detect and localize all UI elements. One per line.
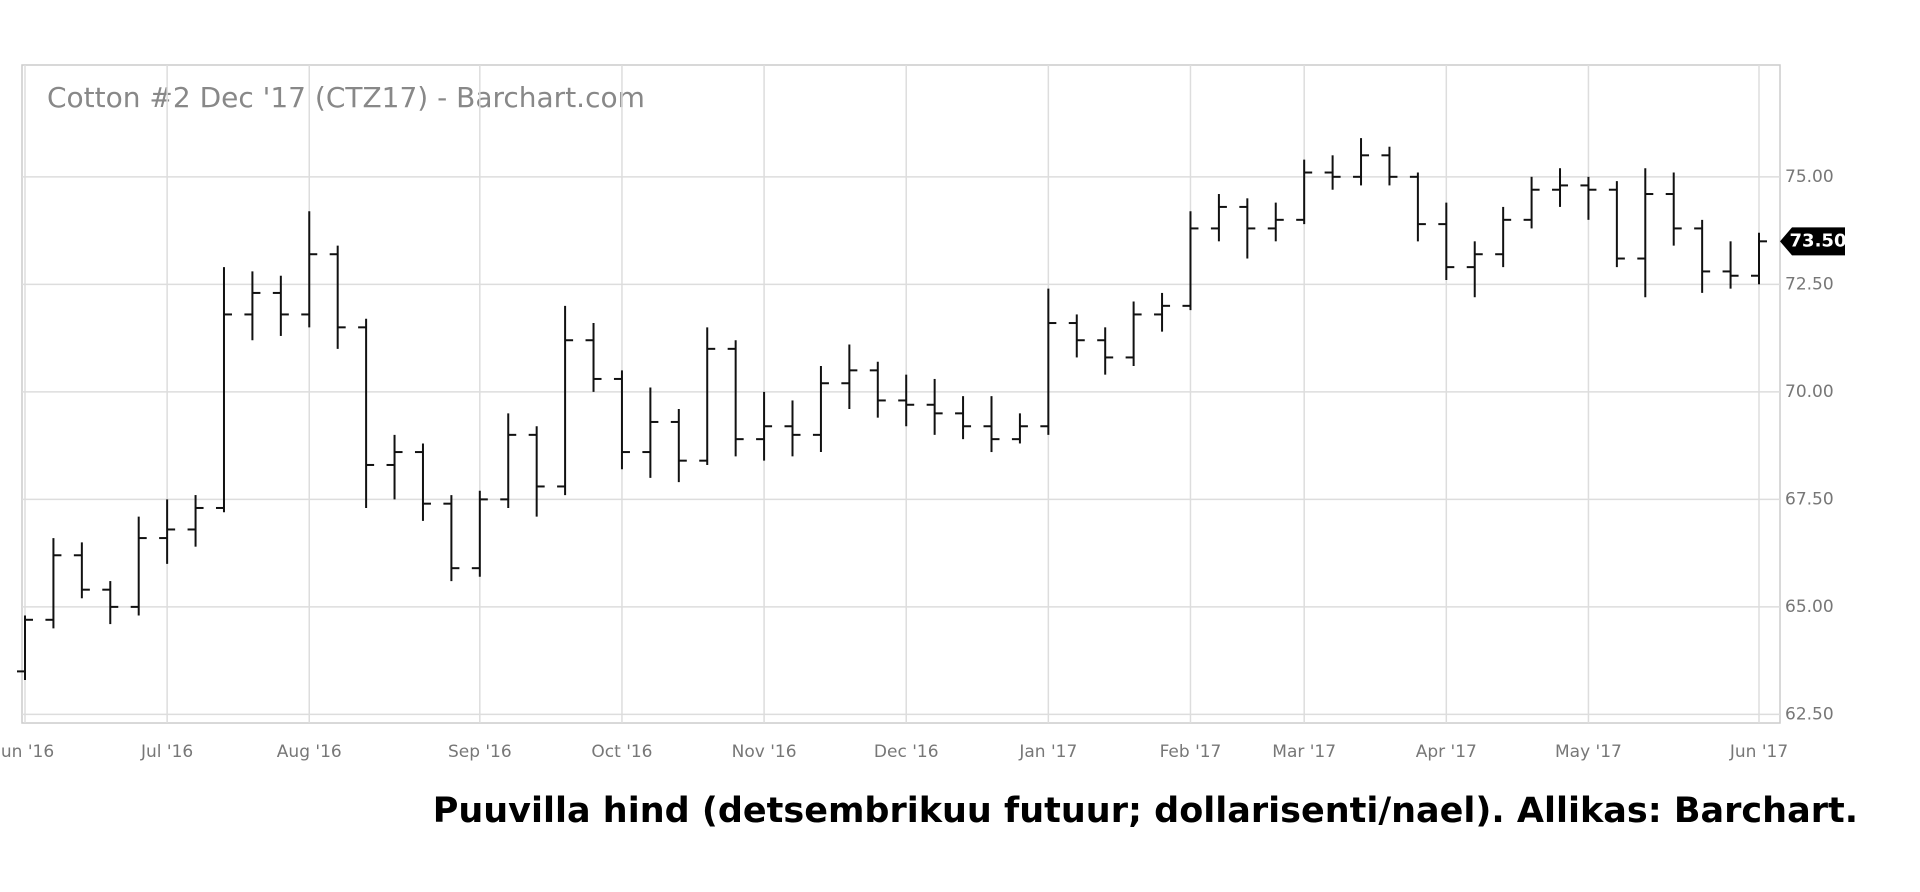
x-tick-label: Apr '17 [1416,742,1477,762]
chart-title: Cotton #2 Dec '17 (CTZ17) - Barchart.com [47,81,645,114]
x-tick-label: Oct '16 [591,742,652,762]
y-tick-label: 62.50 [1785,704,1834,724]
last-price-label: 73.50 [1790,230,1847,251]
x-tick-label: Jul '16 [140,742,193,762]
y-tick-label: 67.50 [1785,489,1834,509]
x-tick-label: Jun '17 [1729,742,1788,762]
x-tick-label: Dec '16 [874,742,939,762]
y-tick-label: 72.50 [1785,274,1834,294]
x-tick-label: Jun '16 [0,742,54,762]
x-tick-label: Sep '16 [448,742,512,762]
plot-frame [21,64,1781,724]
last-price-box [1780,227,1845,256]
y-tick-label: 65.00 [1785,597,1834,617]
x-tick-label: Jan '17 [1018,742,1077,762]
x-tick-label: Aug '16 [277,742,342,762]
caption: Puuvilla hind (detsembrikuu futuur; doll… [433,791,1858,831]
x-tick-label: Feb '17 [1160,742,1222,762]
y-tick-label: 75.00 [1785,167,1834,187]
x-tick-label: May '17 [1555,742,1622,762]
x-tick-label: Mar '17 [1272,742,1336,762]
x-tick-label: Nov '16 [732,742,797,762]
y-tick-label: 70.00 [1785,382,1834,402]
